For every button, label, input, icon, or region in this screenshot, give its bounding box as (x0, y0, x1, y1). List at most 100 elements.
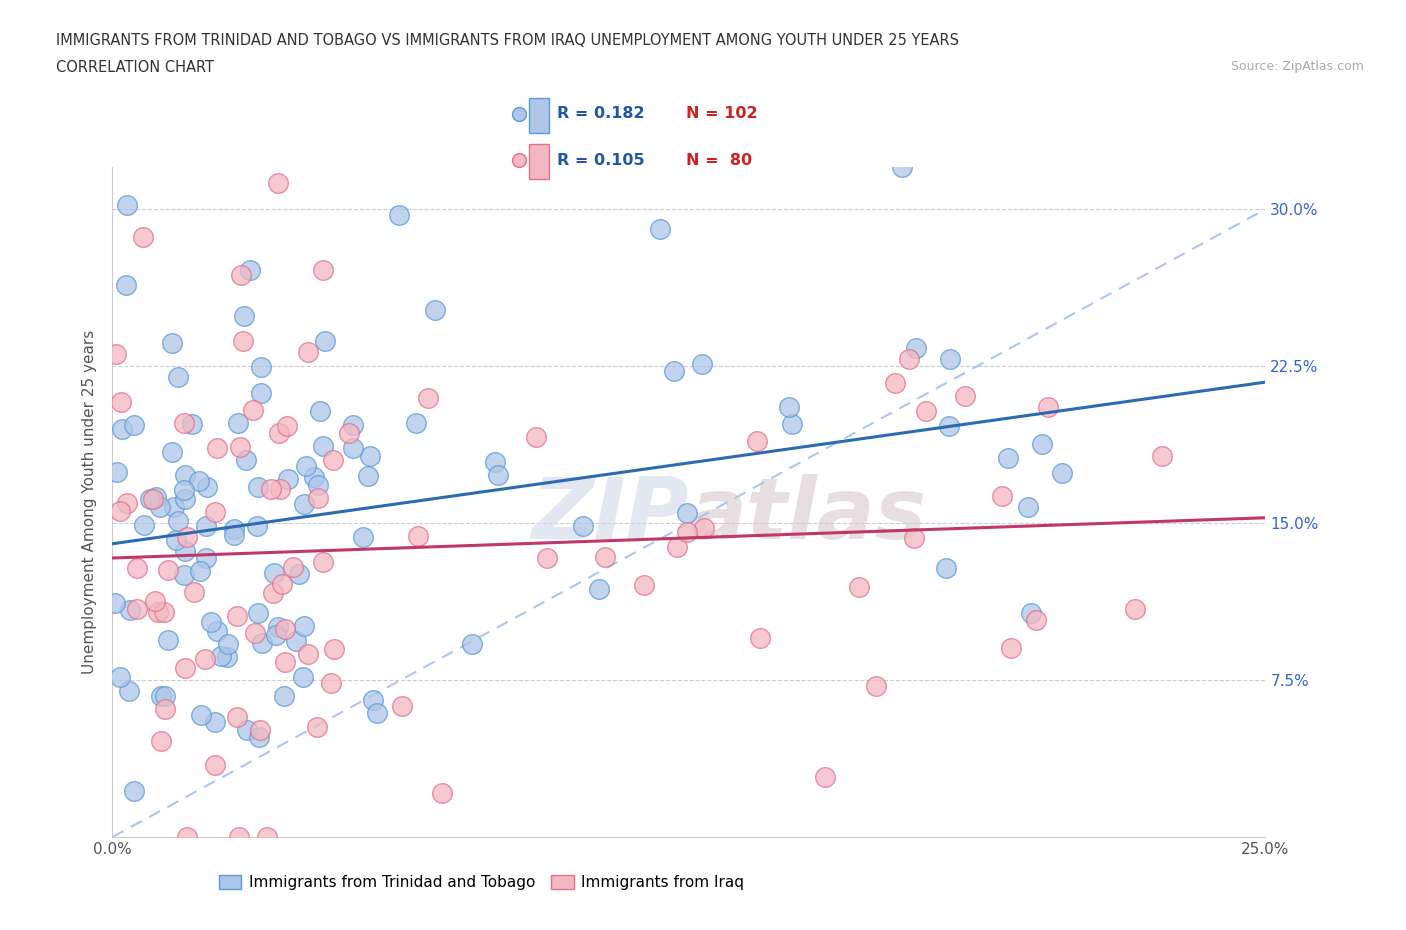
Point (292, 619, 315, 634)
Point (209, 648, 232, 663)
Point (152, 604, 174, 619)
Point (359, 448, 381, 463)
Point (1031, 436, 1053, 451)
Point (915, 404, 938, 418)
Point (176, 530, 198, 545)
Point (292, 497, 315, 512)
Point (229, 440, 252, 455)
Point (508, 153, 530, 167)
Point (745, 433, 768, 448)
Text: atlas: atlas (689, 474, 927, 557)
Point (264, 628, 287, 643)
Point (337, 425, 360, 440)
Point (274, 655, 297, 670)
Point (291, 670, 314, 684)
Legend: Immigrants from Trinidad and Tobago, Immigrants from Iraq: Immigrants from Trinidad and Tobago, Imm… (212, 869, 751, 897)
Point (194, 652, 217, 667)
Point (633, 578, 655, 593)
Point (231, 268, 253, 283)
Point (269, 426, 291, 441)
Point (228, 830, 250, 844)
Point (432, 786, 454, 801)
Point (231, 334, 253, 349)
Point (536, 551, 558, 565)
Point (163, 499, 186, 514)
FancyBboxPatch shape (529, 98, 550, 133)
Point (406, 528, 429, 543)
Text: N = 102: N = 102 (686, 106, 758, 122)
Point (287, 566, 309, 581)
Point (749, 631, 772, 645)
Point (1150, 449, 1173, 464)
Point (423, 303, 446, 318)
Point (108, 670, 131, 684)
Point (322, 452, 344, 467)
Point (222, 527, 245, 542)
Point (222, 522, 245, 537)
Point (405, 416, 427, 431)
Point (104, 346, 127, 361)
Point (780, 417, 803, 432)
Point (205, 623, 228, 638)
Point (1000, 641, 1022, 656)
Point (295, 458, 318, 473)
Point (363, 693, 385, 708)
Point (848, 579, 870, 594)
Point (1025, 612, 1047, 627)
Point (142, 492, 165, 507)
Point (242, 402, 264, 417)
Point (650, 221, 672, 236)
Point (814, 769, 837, 784)
Point (524, 430, 547, 445)
Point (266, 176, 288, 191)
Point (157, 633, 180, 648)
Point (246, 480, 269, 495)
Point (226, 416, 249, 431)
Point (890, 160, 912, 175)
Point (207, 441, 229, 456)
Point (104, 596, 127, 611)
Point (276, 472, 298, 486)
Point (146, 604, 169, 619)
Point (249, 729, 271, 744)
Point (1038, 400, 1060, 415)
Point (132, 230, 155, 245)
Point (215, 650, 238, 665)
Point (662, 364, 685, 379)
Point (204, 504, 226, 519)
Point (352, 530, 374, 545)
Point (262, 586, 284, 601)
Point (195, 479, 218, 494)
Point (309, 403, 332, 418)
Point (284, 633, 307, 648)
Point (312, 554, 335, 569)
Point (145, 490, 167, 505)
Point (139, 491, 162, 506)
Point (366, 706, 388, 721)
Point (307, 490, 329, 505)
Point (1019, 605, 1042, 620)
Point (125, 561, 148, 576)
Point (388, 207, 411, 222)
Point (246, 518, 269, 533)
Point (1017, 499, 1039, 514)
Point (204, 758, 226, 773)
Point (252, 635, 274, 650)
Point (155, 689, 177, 704)
Point (165, 532, 187, 547)
Text: Source: ZipAtlas.com: Source: ZipAtlas.com (1230, 60, 1364, 73)
Point (1050, 466, 1073, 481)
Point (939, 352, 962, 366)
Point (271, 577, 294, 591)
Point (884, 376, 907, 391)
Point (153, 702, 176, 717)
Point (572, 518, 595, 533)
Point (183, 585, 205, 600)
Point (132, 517, 155, 532)
Point (250, 385, 273, 400)
Point (173, 468, 195, 483)
Point (307, 720, 329, 735)
Point (127, 602, 149, 617)
FancyBboxPatch shape (529, 144, 550, 179)
Point (312, 438, 335, 453)
